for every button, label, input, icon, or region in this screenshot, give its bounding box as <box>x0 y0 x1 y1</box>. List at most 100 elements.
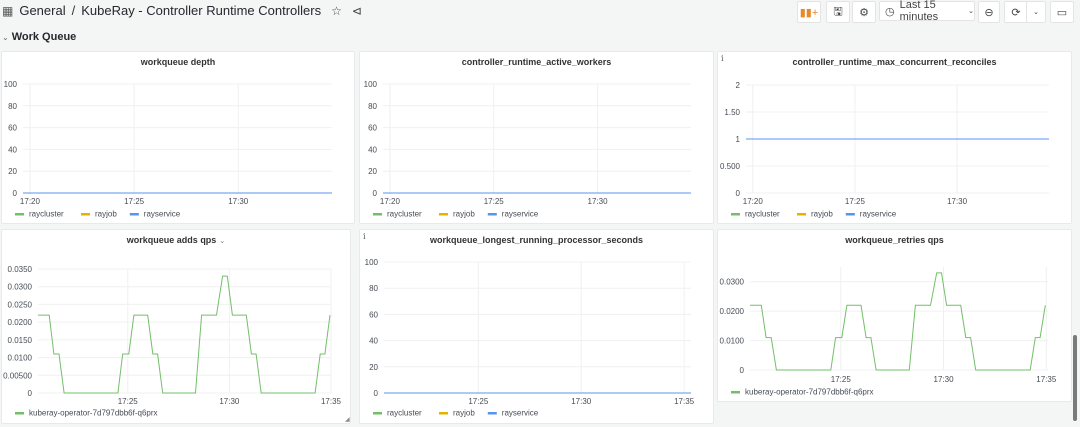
y-tick-label: 60 <box>8 124 17 133</box>
panel-controller-runtime-max-concurrent-reconciles[interactable]: controller_runtime_max_concurrent_reconc… <box>717 51 1072 224</box>
panel-controller-runtime-active-workers[interactable]: controller_runtime_active_workers 0 20 40 60… <box>359 51 714 224</box>
add-panel-button[interactable]: ▮▮+ <box>797 1 821 23</box>
x-tick-label: 17:25 <box>118 397 139 406</box>
legend-swatch <box>731 213 740 216</box>
y-tick-label: 0.0350 <box>8 265 33 274</box>
panel-title-text: workqueue adds qps <box>126 235 217 245</box>
legend-swatch <box>15 213 24 216</box>
y-tick-label: 1 <box>736 135 741 144</box>
legend-item-rayservice[interactable]: rayservice <box>860 210 897 219</box>
y-tick-label: 0 <box>373 189 378 198</box>
settings-button[interactable]: ⚙ <box>852 1 876 23</box>
add-panel-icon: ▮▮+ <box>799 6 819 19</box>
legend-item-rayjob[interactable]: rayjob <box>453 210 475 219</box>
y-tick-label: 0.0150 <box>8 336 33 345</box>
y-tick-label: 60 <box>369 310 378 319</box>
x-tick-label: 17:30 <box>588 197 609 206</box>
x-tick-label: 17:30 <box>934 375 955 384</box>
chart-svg: 0 0.0100 0.0200 0.0300 17:25 17:30 17:35 kubera… <box>720 267 1057 397</box>
legend-item-kuberay-operator-7d797dbb6f-q6prx[interactable]: kuberay-operator-7d797dbb6f-q6prx <box>29 409 158 418</box>
legend-swatch <box>439 412 448 415</box>
legend-item-kuberay-operator-7d797dbb6f-q6prx[interactable]: kuberay-operator-7d797dbb6f-q6prx <box>745 388 874 397</box>
legend-item-raycluster[interactable]: raycluster <box>387 210 422 219</box>
panel-title[interactable]: workqueue depth <box>2 57 354 67</box>
info-icon[interactable]: i <box>363 232 366 241</box>
x-tick-label: 17:30 <box>219 397 240 406</box>
legend-swatch <box>373 213 382 216</box>
chevron-down-icon[interactable]: ⌄ <box>219 238 226 245</box>
scrollbar[interactable] <box>1073 335 1077 421</box>
zoom-out-button[interactable]: ⊖ <box>978 1 1000 23</box>
share-icon[interactable]: ⊲ <box>351 3 362 18</box>
y-tick-label: 1.50 <box>724 108 740 117</box>
panel-workqueue-longest-running-processor-seconds[interactable]: workqueue_longest_running_processor_seco… <box>359 229 714 424</box>
y-tick-label: 0.0200 <box>720 307 745 316</box>
legend-item-raycluster[interactable]: raycluster <box>745 210 780 219</box>
chevron-down-icon: ⌄ <box>1033 9 1039 16</box>
legend-item-rayjob[interactable]: rayjob <box>95 210 117 219</box>
legend-item-raycluster[interactable]: raycluster <box>387 409 422 418</box>
panel-workqueue-depth[interactable]: workqueue depth 0 20 40 60 80 100 17:20 17:25 17:… <box>1 51 355 224</box>
legend-swatch <box>487 412 497 415</box>
time-range-picker[interactable]: ◷ Last 15 minutes ⌄ <box>879 0 975 23</box>
x-tick-label: 17:20 <box>20 197 41 206</box>
series-line-kuberay-operator-7d797dbb6f-q6prx <box>750 272 1046 371</box>
refresh-button[interactable]: ⟳ <box>1004 1 1028 23</box>
chart-svg: 0 20 40 60 80 100 17:20 17:25 17:30 raycluster ray… <box>4 80 332 219</box>
panel-resize-handle[interactable]: ◢ <box>345 417 350 423</box>
x-tick-label: 17:35 <box>674 397 695 406</box>
legend-item-raycluster[interactable]: raycluster <box>29 210 64 219</box>
panel-title[interactable]: controller_runtime_active_workers <box>360 57 713 67</box>
refresh-icon: ⟳ <box>1011 6 1021 19</box>
y-tick-label: 60 <box>368 124 377 133</box>
x-tick-label: 17:25 <box>484 197 505 206</box>
dashboard-title[interactable]: KubeRay - Controller Runtime Controllers <box>81 3 322 18</box>
row-header-work-queue[interactable]: ⌄ Work Queue <box>2 31 76 43</box>
y-tick-label: 100 <box>365 258 379 267</box>
x-tick-label: 17:35 <box>1036 375 1057 384</box>
y-tick-label: 0.0300 <box>8 283 33 292</box>
panel-title[interactable]: controller_runtime_max_concurrent_reconc… <box>718 57 1071 67</box>
y-tick-label: 40 <box>369 337 378 346</box>
chevron-down-icon: ⌄ <box>2 32 9 42</box>
panel-title[interactable]: workqueue_retries qps <box>718 235 1071 245</box>
y-tick-label: 2 <box>736 81 741 90</box>
legend-item-rayservice[interactable]: rayservice <box>502 210 539 219</box>
panel-title-text: controller_runtime_max_concurrent_reconc… <box>792 57 997 67</box>
chart-svg: 0 20 40 60 80 100 17:25 17:30 17:35 raycluster ray… <box>365 258 695 418</box>
settings-icon: ⚙ <box>859 6 869 19</box>
breadcrumb-folder[interactable]: General <box>19 3 66 18</box>
y-tick-label: 0.0250 <box>8 300 33 309</box>
refresh-interval-dropdown[interactable]: ⌄ <box>1026 1 1046 23</box>
y-tick-label: 40 <box>368 145 377 154</box>
breadcrumb-separator: / <box>71 3 76 18</box>
panel-title-text: controller_runtime_active_workers <box>461 57 612 67</box>
save-icon: 🖫 <box>833 5 843 18</box>
y-tick-label: 80 <box>369 284 378 293</box>
panel-workqueue-adds-qps[interactable]: workqueue adds qps ⌄ 0 0.00500 0.0100 0.0150 0… <box>1 229 351 424</box>
zoom-out-icon: ⊖ <box>984 6 994 19</box>
panel-workqueue-retries-qps[interactable]: workqueue_retries qps 0 0.0100 0.0200 0.0300… <box>717 229 1072 402</box>
x-tick-label: 17:30 <box>947 197 968 206</box>
legend-item-rayservice[interactable]: rayservice <box>144 210 181 219</box>
legend-item-rayservice[interactable]: rayservice <box>502 409 539 418</box>
legend-swatch <box>845 213 855 216</box>
y-tick-label: 80 <box>8 102 17 111</box>
tv-mode-icon: ▭ <box>1056 6 1068 19</box>
y-tick-label: 0.0200 <box>8 318 33 327</box>
panel-title[interactable]: workqueue adds qps ⌄ <box>2 235 350 245</box>
panel-title-text: workqueue_retries qps <box>845 235 944 245</box>
y-tick-label: 100 <box>364 80 378 89</box>
panel-title[interactable]: workqueue_longest_running_processor_seco… <box>360 235 713 245</box>
star-icon[interactable]: ☆ <box>331 3 342 18</box>
series-line-kuberay-operator-7d797dbb6f-q6prx <box>38 275 331 394</box>
legend-item-rayjob[interactable]: rayjob <box>453 409 475 418</box>
top-bar: ▦ General / KubeRay - Controller Runtime… <box>0 0 1080 24</box>
info-icon[interactable]: i <box>721 54 724 63</box>
apps-icon[interactable]: ▦ <box>2 3 14 18</box>
legend-item-rayjob[interactable]: rayjob <box>811 210 833 219</box>
legend-swatch <box>487 213 497 216</box>
tv-mode-button[interactable]: ▭ <box>1050 1 1074 23</box>
save-button[interactable]: 🖫 <box>826 1 850 23</box>
breadcrumb: ▦ General / KubeRay - Controller Runtime… <box>2 3 362 18</box>
